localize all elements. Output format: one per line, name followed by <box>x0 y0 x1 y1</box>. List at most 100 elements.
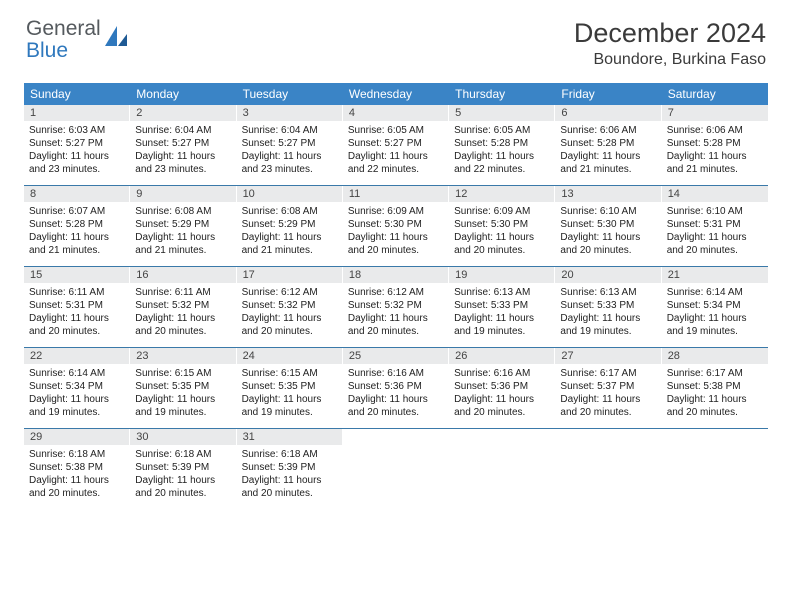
sunrise-text: Sunrise: 6:09 AM <box>348 205 444 218</box>
sunset-text: Sunset: 5:38 PM <box>667 380 763 393</box>
daylight-text: Daylight: 11 hours and 20 minutes. <box>242 312 338 338</box>
sunset-text: Sunset: 5:38 PM <box>29 461 125 474</box>
location-label: Boundore, Burkina Faso <box>574 51 766 69</box>
day-body: Sunrise: 6:17 AMSunset: 5:38 PMDaylight:… <box>662 364 768 423</box>
daylight-text: Daylight: 11 hours and 20 minutes. <box>135 474 231 500</box>
sunset-text: Sunset: 5:34 PM <box>29 380 125 393</box>
sunset-text: Sunset: 5:31 PM <box>667 218 763 231</box>
daylight-text: Daylight: 11 hours and 20 minutes. <box>560 231 656 257</box>
weeks-container: 1Sunrise: 6:03 AMSunset: 5:27 PMDaylight… <box>24 105 768 509</box>
day-body: Sunrise: 6:09 AMSunset: 5:30 PMDaylight:… <box>343 202 449 261</box>
sunrise-text: Sunrise: 6:06 AM <box>667 124 763 137</box>
empty-cell <box>343 429 449 509</box>
daylight-text: Daylight: 11 hours and 20 minutes. <box>29 474 125 500</box>
day-cell: 5Sunrise: 6:05 AMSunset: 5:28 PMDaylight… <box>449 105 555 185</box>
day-number: 2 <box>130 105 236 121</box>
day-body: Sunrise: 6:05 AMSunset: 5:27 PMDaylight:… <box>343 121 449 180</box>
day-number: 29 <box>24 429 130 445</box>
day-number: 23 <box>130 348 236 364</box>
daylight-text: Daylight: 11 hours and 22 minutes. <box>348 150 444 176</box>
day-body: Sunrise: 6:18 AMSunset: 5:39 PMDaylight:… <box>237 445 343 504</box>
sunset-text: Sunset: 5:28 PM <box>560 137 656 150</box>
daylight-text: Daylight: 11 hours and 21 minutes. <box>242 231 338 257</box>
day-body: Sunrise: 6:12 AMSunset: 5:32 PMDaylight:… <box>237 283 343 342</box>
day-body: Sunrise: 6:18 AMSunset: 5:39 PMDaylight:… <box>130 445 236 504</box>
day-number: 14 <box>662 186 768 202</box>
day-cell: 29Sunrise: 6:18 AMSunset: 5:38 PMDayligh… <box>24 429 130 509</box>
sunset-text: Sunset: 5:27 PM <box>242 137 338 150</box>
sunrise-text: Sunrise: 6:18 AM <box>242 448 338 461</box>
day-number: 28 <box>662 348 768 364</box>
daylight-text: Daylight: 11 hours and 20 minutes. <box>348 312 444 338</box>
day-number: 4 <box>343 105 449 121</box>
sunset-text: Sunset: 5:33 PM <box>454 299 550 312</box>
daylight-text: Daylight: 11 hours and 20 minutes. <box>454 393 550 419</box>
sunrise-text: Sunrise: 6:10 AM <box>560 205 656 218</box>
day-number: 7 <box>662 105 768 121</box>
daylight-text: Daylight: 11 hours and 23 minutes. <box>242 150 338 176</box>
day-number: 22 <box>24 348 130 364</box>
day-cell: 2Sunrise: 6:04 AMSunset: 5:27 PMDaylight… <box>130 105 236 185</box>
day-cell: 16Sunrise: 6:11 AMSunset: 5:32 PMDayligh… <box>130 267 236 347</box>
day-number: 31 <box>237 429 343 445</box>
weekday-header: Saturday <box>662 83 768 105</box>
sunset-text: Sunset: 5:35 PM <box>135 380 231 393</box>
sunrise-text: Sunrise: 6:12 AM <box>242 286 338 299</box>
week-row: 8Sunrise: 6:07 AMSunset: 5:28 PMDaylight… <box>24 186 768 267</box>
daylight-text: Daylight: 11 hours and 19 minutes. <box>135 393 231 419</box>
daylight-text: Daylight: 11 hours and 19 minutes. <box>454 312 550 338</box>
sunrise-text: Sunrise: 6:12 AM <box>348 286 444 299</box>
weekday-header: Monday <box>130 83 236 105</box>
sunset-text: Sunset: 5:28 PM <box>454 137 550 150</box>
sunrise-text: Sunrise: 6:05 AM <box>454 124 550 137</box>
sunrise-text: Sunrise: 6:15 AM <box>242 367 338 380</box>
day-number: 17 <box>237 267 343 283</box>
day-body: Sunrise: 6:11 AMSunset: 5:31 PMDaylight:… <box>24 283 130 342</box>
weekday-header-row: SundayMondayTuesdayWednesdayThursdayFrid… <box>24 83 768 105</box>
day-body: Sunrise: 6:05 AMSunset: 5:28 PMDaylight:… <box>449 121 555 180</box>
day-cell: 15Sunrise: 6:11 AMSunset: 5:31 PMDayligh… <box>24 267 130 347</box>
day-cell: 11Sunrise: 6:09 AMSunset: 5:30 PMDayligh… <box>343 186 449 266</box>
day-body: Sunrise: 6:04 AMSunset: 5:27 PMDaylight:… <box>237 121 343 180</box>
day-number: 11 <box>343 186 449 202</box>
day-number: 13 <box>555 186 661 202</box>
daylight-text: Daylight: 11 hours and 20 minutes. <box>667 393 763 419</box>
day-body: Sunrise: 6:12 AMSunset: 5:32 PMDaylight:… <box>343 283 449 342</box>
sunrise-text: Sunrise: 6:03 AM <box>29 124 125 137</box>
daylight-text: Daylight: 11 hours and 19 minutes. <box>560 312 656 338</box>
day-number: 26 <box>449 348 555 364</box>
day-number: 8 <box>24 186 130 202</box>
title-block: December 2024 Boundore, Burkina Faso <box>574 18 766 69</box>
daylight-text: Daylight: 11 hours and 23 minutes. <box>135 150 231 176</box>
day-body: Sunrise: 6:15 AMSunset: 5:35 PMDaylight:… <box>237 364 343 423</box>
day-cell: 18Sunrise: 6:12 AMSunset: 5:32 PMDayligh… <box>343 267 449 347</box>
sunset-text: Sunset: 5:31 PM <box>29 299 125 312</box>
day-number: 21 <box>662 267 768 283</box>
week-row: 22Sunrise: 6:14 AMSunset: 5:34 PMDayligh… <box>24 348 768 429</box>
sunrise-text: Sunrise: 6:13 AM <box>560 286 656 299</box>
day-cell: 1Sunrise: 6:03 AMSunset: 5:27 PMDaylight… <box>24 105 130 185</box>
daylight-text: Daylight: 11 hours and 20 minutes. <box>135 312 231 338</box>
weekday-header: Sunday <box>24 83 130 105</box>
logo-line1: General <box>26 18 101 40</box>
day-cell: 31Sunrise: 6:18 AMSunset: 5:39 PMDayligh… <box>237 429 343 509</box>
day-body: Sunrise: 6:03 AMSunset: 5:27 PMDaylight:… <box>24 121 130 180</box>
day-cell: 8Sunrise: 6:07 AMSunset: 5:28 PMDaylight… <box>24 186 130 266</box>
day-body: Sunrise: 6:10 AMSunset: 5:31 PMDaylight:… <box>662 202 768 261</box>
day-cell: 25Sunrise: 6:16 AMSunset: 5:36 PMDayligh… <box>343 348 449 428</box>
logo: General Blue <box>26 18 129 62</box>
sunrise-text: Sunrise: 6:11 AM <box>135 286 231 299</box>
daylight-text: Daylight: 11 hours and 23 minutes. <box>29 150 125 176</box>
day-cell: 27Sunrise: 6:17 AMSunset: 5:37 PMDayligh… <box>555 348 661 428</box>
sunrise-text: Sunrise: 6:14 AM <box>29 367 125 380</box>
sunrise-text: Sunrise: 6:18 AM <box>135 448 231 461</box>
daylight-text: Daylight: 11 hours and 19 minutes. <box>667 312 763 338</box>
sunrise-text: Sunrise: 6:04 AM <box>242 124 338 137</box>
sunset-text: Sunset: 5:32 PM <box>348 299 444 312</box>
day-number: 27 <box>555 348 661 364</box>
sunset-text: Sunset: 5:39 PM <box>135 461 231 474</box>
day-body: Sunrise: 6:16 AMSunset: 5:36 PMDaylight:… <box>343 364 449 423</box>
daylight-text: Daylight: 11 hours and 19 minutes. <box>29 393 125 419</box>
day-body: Sunrise: 6:07 AMSunset: 5:28 PMDaylight:… <box>24 202 130 261</box>
sunrise-text: Sunrise: 6:06 AM <box>560 124 656 137</box>
